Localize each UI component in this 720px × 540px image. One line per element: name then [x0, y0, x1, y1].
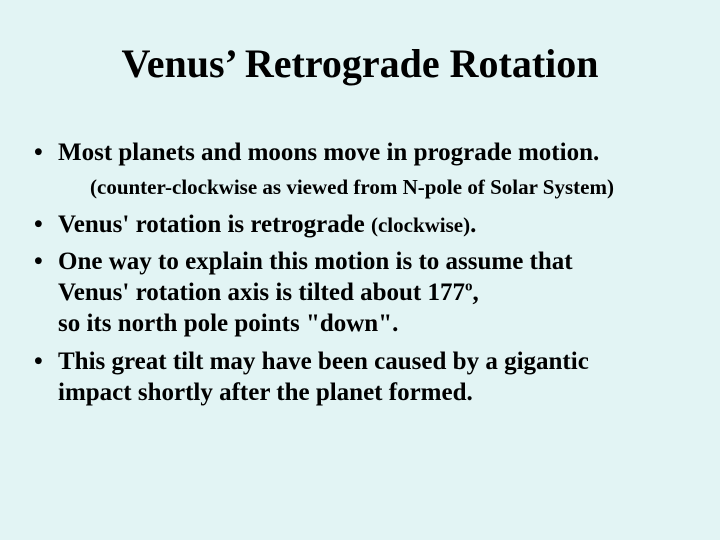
bullet-item: Most planets and moons move in prograde … [30, 137, 690, 201]
bullet-line: so its north pole points "down". [58, 310, 398, 337]
bullet-line: One way to explain this motion is to ass… [58, 248, 573, 275]
bullet-text-post: . [470, 211, 476, 238]
slide-title: Venus’ Retrograde Rotation [30, 40, 690, 87]
bullet-line-pre: Venus' rotation axis is tilted about 177 [58, 279, 465, 306]
bullet-paren: (clockwise) [371, 213, 470, 237]
bullet-text: Most planets and moons move in prograde … [58, 139, 599, 166]
bullet-text-pre: Venus' rotation is retrograde [58, 211, 371, 238]
bullet-line: impact shortly after the planet formed. [58, 379, 473, 406]
bullet-line: This great tilt may have been caused by … [58, 348, 589, 375]
bullet-line-post: , [473, 279, 479, 306]
bullet-list: Most planets and moons move in prograde … [30, 137, 690, 408]
bullet-item: Venus' rotation is retrograde (clockwise… [30, 209, 690, 240]
bullet-item: One way to explain this motion is to ass… [30, 246, 690, 340]
bullet-subline: (counter-clockwise as viewed from N-pole… [90, 174, 690, 200]
degree-superscript: o [465, 279, 473, 295]
bullet-item: This great tilt may have been caused by … [30, 346, 690, 409]
